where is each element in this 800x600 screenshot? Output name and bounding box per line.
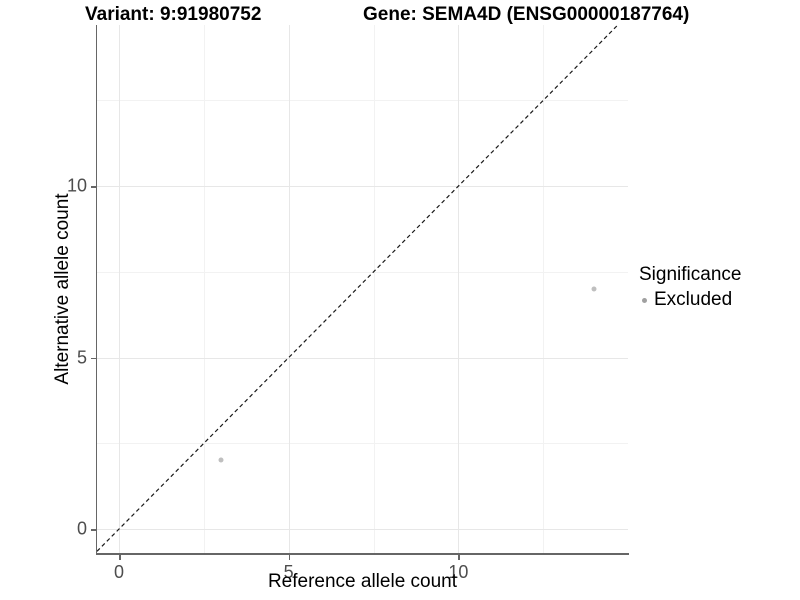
y-tick-label: 5 [76,347,87,368]
y-tick-mark [90,529,96,531]
x-tick-mark [458,554,460,560]
identity-dashed-line [97,25,619,552]
grid-line-x-major [288,25,290,553]
y-tick-label: 0 [76,518,87,539]
data-point [218,457,224,463]
grid-line-x-minor [373,25,375,553]
x-tick-label: 0 [114,562,125,582]
grid-line-y-minor [97,443,628,445]
grid-line-y-minor [97,271,628,273]
grid-line-x-minor [203,25,205,553]
x-tick-mark [288,554,291,560]
grid-line-y-major [97,529,628,530]
x-axis-line [95,553,629,555]
y-tick-mark [90,186,96,188]
x-tick-label: 10 [448,562,469,582]
grid-line-y-major [97,357,628,359]
y-tick-label: 10 [66,175,87,196]
grid-line-x-major [119,25,121,553]
x-tick-label: 5 [283,562,294,582]
legend-item-label: Excluded [654,289,733,310]
plot-panel: 0 5 10 0 5 10 [67,25,628,582]
grid-line-y-major [97,186,628,188]
identity-line-layer [97,25,619,552]
legend: Significance Excluded [636,264,741,311]
legend-title: Significance [639,264,742,285]
y-tick-mark [90,357,96,360]
plot-title-gene: Gene: SEMA4D (ENSG00000187764) [363,4,690,25]
data-point [591,286,597,292]
legend-point-icon [642,297,647,303]
grid-line-x-minor [543,25,545,553]
y-axis-line [95,25,97,554]
grid-line-y-minor [97,100,628,102]
x-axis-title: Reference allele count [267,571,458,592]
x-tick-mark [119,554,121,560]
legend-item-excluded: Excluded [636,289,741,311]
y-axis-title: Alternative allele count [52,193,73,385]
grid-line-x-major [458,25,460,553]
plot-title-variant: Variant: 9:91980752 [85,4,262,25]
